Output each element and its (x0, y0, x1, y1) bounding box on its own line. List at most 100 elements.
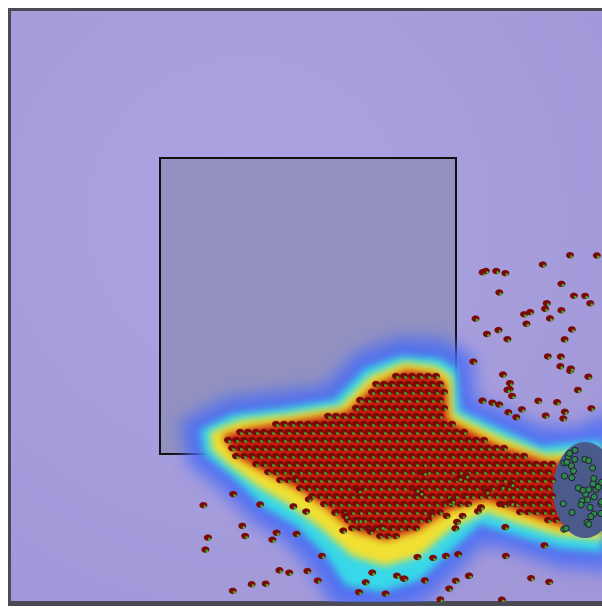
particle (452, 445, 460, 451)
particle (557, 281, 565, 287)
particle (396, 397, 404, 403)
particle (544, 501, 552, 507)
particle (260, 445, 268, 451)
solid-particle (598, 499, 602, 505)
particle (332, 477, 340, 483)
particle (516, 509, 524, 515)
particle (273, 529, 281, 535)
particle (356, 477, 364, 483)
particle (355, 589, 363, 595)
particle (440, 453, 448, 459)
particle (432, 389, 440, 395)
particle (400, 485, 408, 491)
particle (436, 461, 444, 467)
particle (428, 397, 436, 403)
particle (348, 445, 356, 451)
particle (232, 437, 240, 443)
particle (574, 387, 582, 393)
particle (366, 528, 374, 534)
particle (316, 477, 324, 483)
particle (503, 387, 511, 393)
particle (400, 517, 408, 523)
particle (320, 453, 328, 459)
particle (459, 513, 467, 519)
particle (454, 551, 462, 557)
particle (412, 413, 420, 419)
particle (256, 453, 264, 459)
particle (544, 353, 552, 359)
particle (559, 415, 567, 421)
particle (364, 429, 372, 435)
particle (465, 572, 473, 578)
solid-particle (572, 447, 578, 453)
particle (244, 445, 252, 451)
particle (229, 491, 237, 497)
particle (492, 461, 500, 467)
particle (372, 413, 380, 419)
particle (380, 397, 388, 403)
particle (448, 437, 456, 443)
particle (284, 445, 292, 451)
particle (427, 511, 435, 517)
particle (492, 445, 500, 451)
particle (392, 533, 400, 539)
particle (401, 576, 409, 582)
particle (300, 477, 308, 483)
particle (312, 453, 320, 459)
particle (428, 413, 436, 419)
particle (344, 469, 352, 475)
particle (312, 421, 320, 427)
particle (396, 413, 404, 419)
particle (384, 485, 392, 491)
solid-particle (598, 510, 602, 516)
particle (404, 493, 412, 499)
particle (388, 381, 396, 387)
particle (412, 487, 420, 493)
particle (484, 477, 492, 483)
particle (368, 437, 376, 443)
particle (368, 501, 376, 507)
particle (548, 477, 556, 483)
particle (280, 437, 288, 443)
particle (328, 453, 336, 459)
particle (540, 542, 548, 548)
particle (396, 525, 404, 531)
particle (376, 421, 384, 427)
particle (469, 358, 477, 364)
particle (388, 493, 396, 499)
particle (516, 461, 524, 467)
particle (340, 461, 348, 467)
particle (336, 469, 344, 475)
particle (587, 405, 595, 411)
particle (324, 445, 332, 451)
particle (448, 485, 456, 491)
particle (296, 485, 304, 491)
particle (440, 389, 448, 395)
particle (432, 453, 440, 459)
particle (424, 501, 432, 507)
particle (420, 381, 428, 387)
solid-particle (586, 458, 592, 464)
particle (500, 445, 508, 451)
particle (388, 477, 396, 483)
particle (472, 315, 480, 321)
particle (236, 429, 244, 435)
particle (484, 461, 492, 467)
particle (495, 401, 503, 407)
particle (348, 509, 356, 515)
particle (276, 477, 284, 483)
particle (502, 553, 510, 559)
particle (416, 373, 424, 379)
particle (548, 461, 556, 467)
particle (324, 429, 332, 435)
particle (452, 429, 460, 435)
particle (392, 469, 400, 475)
particle (340, 429, 348, 435)
particle (356, 413, 364, 419)
particle (480, 453, 488, 459)
particle (316, 445, 324, 451)
particle (512, 414, 520, 420)
particle (428, 493, 436, 499)
particle (412, 525, 420, 531)
particle (400, 453, 408, 459)
